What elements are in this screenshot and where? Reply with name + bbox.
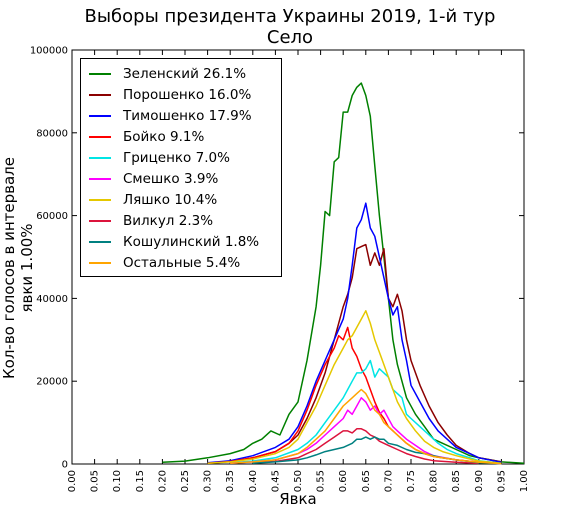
series-line-8	[252, 428, 479, 465]
x-tick-label: 1.00	[519, 470, 530, 492]
series-line-6	[230, 397, 502, 465]
x-tick-label: 0.85	[451, 470, 462, 492]
chart-subtitle: Село	[266, 27, 314, 48]
x-tick-label: 0.45	[270, 470, 281, 492]
x-tick-label: 0.55	[316, 470, 327, 492]
legend-swatch	[89, 261, 111, 264]
x-tick-label: 0.75	[406, 470, 417, 492]
legend-label: Остальные 5.4%	[123, 254, 241, 271]
legend-label: Ляшко 10.4%	[123, 191, 218, 208]
x-tick-label: 0.25	[180, 470, 191, 492]
y-tick-label: 60000	[36, 211, 68, 222]
x-tick-label: 0.35	[225, 470, 236, 492]
series-line-2	[207, 243, 502, 464]
legend-label: Кошулинский 1.8%	[123, 233, 260, 250]
legend-item: Ляшко 10.4%	[89, 189, 281, 210]
x-tick-label: 0.40	[248, 470, 259, 492]
x-tick-label: 0.70	[383, 470, 394, 492]
legend-item: Бойко 9.1%	[89, 126, 281, 147]
x-tick-label: 0.05	[90, 470, 101, 492]
y-axis-label: Кол-во голосов в интервале явки 1.00%	[0, 157, 36, 379]
legend-swatch	[89, 93, 111, 96]
legend-label: Зеленский 26.1%	[123, 65, 247, 82]
series-line-7	[207, 310, 502, 464]
legend-item: Порошенко 16.0%	[89, 84, 281, 105]
legend-item: Остальные 5.4%	[89, 252, 281, 273]
legend-swatch	[89, 177, 111, 180]
legend-label: Порошенко 16.0%	[123, 86, 252, 103]
legend-swatch	[89, 219, 111, 222]
legend-swatch	[89, 114, 111, 117]
x-tick-label: 0.00	[67, 470, 78, 492]
legend-item: Смешко 3.9%	[89, 168, 281, 189]
series-line-10	[230, 388, 502, 465]
chart-title: Выборы президента Украины 2019, 1-й тур	[84, 6, 496, 27]
y-tick-label: 80000	[36, 128, 68, 139]
legend: Зеленский 26.1% Порошенко 16.0% Тимошенко …	[80, 58, 282, 277]
series-line-1	[162, 82, 525, 464]
legend-item: Гриценко 7.0%	[89, 147, 281, 168]
legend-item: Тимошенко 17.9%	[89, 105, 281, 126]
x-tick-label: 0.60	[338, 470, 349, 492]
y-tick-label: 100000	[30, 46, 68, 57]
legend-label: Тимошенко 17.9%	[123, 107, 252, 124]
x-tick-label: 0.20	[157, 470, 168, 492]
x-tick-label: 0.90	[474, 470, 485, 492]
legend-label: Гриценко 7.0%	[123, 149, 230, 166]
series-line-5	[230, 359, 502, 464]
y-tick-label: 40000	[36, 294, 68, 305]
legend-label: Бойко 9.1%	[123, 128, 205, 145]
y-tick-label: 0	[62, 460, 68, 471]
legend-swatch	[89, 135, 111, 138]
legend-swatch	[89, 198, 111, 201]
legend-swatch	[89, 72, 111, 75]
legend-swatch	[89, 156, 111, 159]
x-tick-label: 0.65	[361, 470, 372, 492]
series-line-3	[207, 202, 502, 464]
x-tick-label: 0.50	[293, 470, 304, 492]
x-axis-label: Явка	[279, 490, 317, 508]
y-tick-label: 20000	[36, 377, 68, 388]
legend-label: Смешко 3.9%	[123, 170, 219, 187]
legend-item: Зеленский 26.1%	[89, 63, 281, 84]
x-tick-label: 0.15	[135, 470, 146, 492]
legend-label: Вилкул 2.3%	[123, 212, 214, 229]
x-tick-label: 0.10	[112, 470, 123, 492]
legend-item: Кошулинский 1.8%	[89, 231, 281, 252]
legend-swatch	[89, 240, 111, 243]
x-tick-label: 0.80	[429, 470, 440, 492]
legend-item: Вилкул 2.3%	[89, 210, 281, 231]
x-tick-label: 0.95	[496, 470, 507, 492]
x-tick-label: 0.30	[203, 470, 214, 492]
